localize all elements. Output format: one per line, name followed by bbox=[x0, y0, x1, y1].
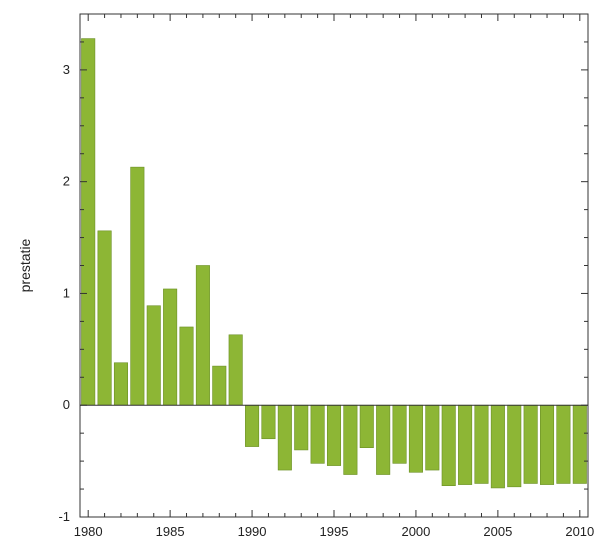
bar-2010 bbox=[572, 404, 587, 484]
bar-1987 bbox=[195, 265, 210, 406]
ticks-group bbox=[80, 13, 588, 518]
bar-1984 bbox=[146, 305, 161, 406]
bar-2006 bbox=[507, 404, 522, 488]
x-tick-label-2005: 2005 bbox=[483, 524, 512, 539]
x-tick-label-1985: 1985 bbox=[156, 524, 185, 539]
bar-2005 bbox=[490, 404, 505, 489]
bar-1981 bbox=[97, 230, 112, 406]
bar-1989 bbox=[228, 334, 243, 406]
y-tick-label--1: -1 bbox=[58, 509, 70, 524]
y-tick-label-0: 0 bbox=[63, 397, 70, 412]
tick-labels-group: 1980 1985 1990 1995 2000 2005 2010 -1 0 1 2 3 bbox=[58, 62, 594, 539]
bar-1991 bbox=[261, 404, 276, 440]
y-tick-label-3: 3 bbox=[63, 62, 70, 77]
bar-1983 bbox=[130, 166, 145, 406]
bar-1995 bbox=[326, 404, 342, 466]
bar-2000 bbox=[408, 404, 423, 473]
y-axis-label: prestatie bbox=[17, 238, 33, 292]
bar-1990 bbox=[245, 404, 260, 447]
bar-2001 bbox=[425, 404, 440, 471]
bar-2009 bbox=[556, 404, 571, 484]
bar-2002 bbox=[441, 404, 456, 487]
bar-1992 bbox=[277, 404, 292, 471]
bar-1988 bbox=[212, 365, 227, 406]
x-tick-label-2000: 2000 bbox=[401, 524, 430, 539]
x-tick-label-2010: 2010 bbox=[565, 524, 594, 539]
bar-2004 bbox=[474, 404, 489, 484]
bar-2008 bbox=[540, 404, 555, 485]
bars-group bbox=[81, 38, 587, 489]
bar-1980 bbox=[81, 38, 96, 406]
bar-1999 bbox=[392, 404, 407, 464]
bar-2007 bbox=[523, 404, 538, 484]
x-tick-label-1980: 1980 bbox=[74, 524, 103, 539]
bar-2003 bbox=[458, 404, 473, 485]
bar-1994 bbox=[310, 404, 325, 464]
y-tick-label-2: 2 bbox=[63, 174, 70, 189]
bar-1993 bbox=[294, 404, 309, 451]
bar-1985 bbox=[163, 288, 178, 406]
bar-1982 bbox=[113, 362, 128, 406]
x-tick-label-1990: 1990 bbox=[238, 524, 267, 539]
y-tick-label-1: 1 bbox=[63, 285, 70, 300]
bar-1996 bbox=[343, 404, 358, 475]
bar-1986 bbox=[179, 326, 194, 406]
bar-1997 bbox=[359, 404, 374, 448]
x-tick-label-1995: 1995 bbox=[320, 524, 349, 539]
bar-1998 bbox=[376, 404, 391, 475]
